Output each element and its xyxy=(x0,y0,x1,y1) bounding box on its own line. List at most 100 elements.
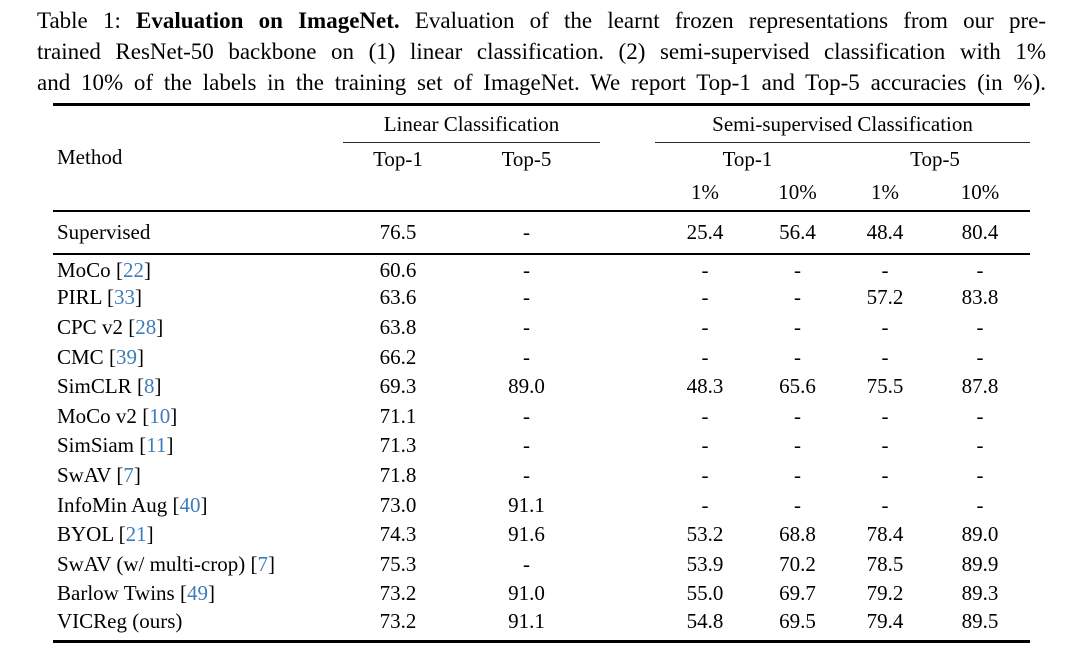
col-header-linear-top1: Top-1 xyxy=(373,146,423,171)
value-cell: 63.6 xyxy=(379,285,417,310)
value-cell: 60.6 xyxy=(379,257,417,282)
citation-link[interactable]: 10 xyxy=(149,403,171,428)
column-gap xyxy=(600,461,655,491)
value-cell: - xyxy=(976,314,984,339)
table-row: BYOL [21] 74.3 91.6 53.2 68.8 78.4 89.0 xyxy=(53,520,1030,550)
value-cell: 89.0 xyxy=(961,522,999,547)
value-cell: 79.2 xyxy=(866,581,904,606)
column-gap xyxy=(600,579,655,609)
value-cell: - xyxy=(976,462,984,487)
value-cell: 73.2 xyxy=(379,581,417,606)
method-cell: Barlow Twins [49] xyxy=(57,581,215,606)
value-cell: 56.4 xyxy=(779,219,816,244)
citation-link[interactable]: 7 xyxy=(123,462,134,487)
citation-link[interactable]: 49 xyxy=(186,581,208,606)
table-row: SimSiam [11] 71.3 - - - - - xyxy=(53,431,1030,461)
value-cell: - xyxy=(701,403,709,428)
value-cell: 73.2 xyxy=(379,608,417,633)
value-cell: 53.2 xyxy=(686,522,724,547)
value-cell: - xyxy=(976,433,984,458)
column-gap xyxy=(600,401,655,431)
column-gap xyxy=(600,211,655,254)
citation-link[interactable]: 33 xyxy=(113,285,135,310)
method-cell: CPC v2 [28] xyxy=(57,314,164,339)
method-cell: BYOL [21] xyxy=(57,522,154,547)
value-cell: 25.4 xyxy=(686,219,724,244)
value-cell: 91.1 xyxy=(508,608,545,633)
value-cell: - xyxy=(881,433,889,458)
citation-link[interactable]: 28 xyxy=(135,314,157,339)
method-cell: CMC [39] xyxy=(57,344,144,369)
col-header-top1-10pct: 10% xyxy=(778,180,817,204)
value-cell: 57.2 xyxy=(866,285,904,310)
method-cell: PIRL [33] xyxy=(57,285,142,310)
citation-link[interactable]: 8 xyxy=(143,374,155,399)
column-gap xyxy=(600,549,655,579)
value-cell: 89.9 xyxy=(961,551,999,576)
col-header-top1-1pct: 1% xyxy=(691,180,719,204)
caption-text: Evaluation of the learnt frozen represen… xyxy=(399,8,1046,33)
column-gap xyxy=(600,254,655,284)
value-cell: 87.8 xyxy=(961,374,999,399)
value-cell: - xyxy=(794,285,801,310)
column-gap xyxy=(600,490,655,520)
citation-link[interactable]: 7 xyxy=(257,551,268,576)
value-cell: 69.5 xyxy=(779,608,816,633)
value-cell: 73.0 xyxy=(379,492,417,517)
value-cell: - xyxy=(523,344,530,369)
column-gap xyxy=(600,105,655,211)
citation-link[interactable]: 39 xyxy=(115,344,137,369)
caption-prefix: Table 1: xyxy=(37,8,137,33)
table-row: SimCLR [8] 69.3 89.0 48.3 65.6 75.5 87.8 xyxy=(53,372,1030,402)
value-cell: - xyxy=(794,403,801,428)
column-gap xyxy=(600,609,655,642)
table-row: MoCo v2 [10] 71.1 - - - - - xyxy=(53,401,1030,431)
column-gap xyxy=(600,520,655,550)
value-cell: - xyxy=(701,285,709,310)
value-cell: 91.6 xyxy=(508,522,545,547)
table-row: MoCo [22] 60.6 - - - - - xyxy=(53,254,1030,284)
method-cell: VICReg (ours) xyxy=(57,608,183,633)
value-cell: - xyxy=(881,257,889,282)
value-cell: 70.2 xyxy=(779,551,816,576)
value-cell: - xyxy=(794,257,801,282)
value-cell: - xyxy=(701,344,709,369)
table-row: CPC v2 [28] 63.8 - - - - - xyxy=(53,313,1030,343)
col-header-top5-1pct: 1% xyxy=(871,180,899,204)
value-cell: - xyxy=(523,462,530,487)
method-cell: SwAV [7] xyxy=(57,462,141,487)
value-cell: - xyxy=(701,433,709,458)
value-cell: - xyxy=(881,462,889,487)
citation-link[interactable]: 40 xyxy=(179,492,201,517)
citation-link[interactable]: 22 xyxy=(122,257,144,282)
value-cell: 66.2 xyxy=(379,344,417,369)
subgroup-header-semi-top5: Top-5 xyxy=(910,146,960,171)
value-cell: 71.3 xyxy=(379,433,417,458)
caption-line-2: trained ResNet-50 backbone on (1) linear… xyxy=(37,39,1046,64)
method-cell: Supervised xyxy=(57,219,151,244)
value-cell: 63.8 xyxy=(379,314,417,339)
table-row: Supervised 76.5 - 25.4 56.4 48.4 80.4 xyxy=(53,211,1030,254)
value-cell: - xyxy=(523,551,530,576)
citation-link[interactable]: 21 xyxy=(125,522,147,547)
col-header-linear-top5: Top-5 xyxy=(501,146,552,171)
table-header: Method Linear Classification Semi-superv… xyxy=(53,104,1031,211)
value-cell: 89.3 xyxy=(961,581,999,606)
value-cell: - xyxy=(701,462,709,487)
value-cell: - xyxy=(701,314,709,339)
empty-cell xyxy=(343,176,453,211)
value-cell: - xyxy=(523,219,530,244)
value-cell: - xyxy=(794,314,801,339)
value-cell: 74.3 xyxy=(379,522,417,547)
value-cell: 76.5 xyxy=(379,219,417,244)
value-cell: 91.1 xyxy=(508,492,545,517)
value-cell: 54.8 xyxy=(686,608,724,633)
column-gap xyxy=(600,342,655,372)
value-cell: 80.4 xyxy=(961,219,999,244)
empty-cell xyxy=(453,176,600,211)
table-row: Barlow Twins [49] 73.2 91.0 55.0 69.7 79.2 89.… xyxy=(53,579,1030,609)
column-gap xyxy=(600,431,655,461)
value-cell: - xyxy=(523,285,530,310)
value-cell: - xyxy=(881,344,889,369)
citation-link[interactable]: 11 xyxy=(146,433,167,458)
